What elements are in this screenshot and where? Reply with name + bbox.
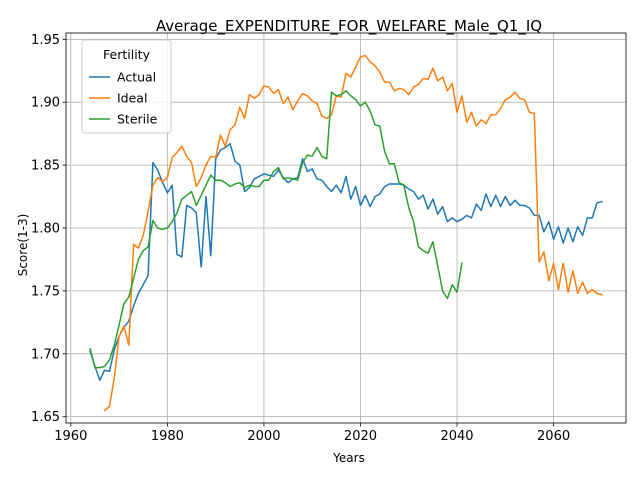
x-tick-label: 2060: [537, 429, 570, 444]
y-tick-label: 1.65: [31, 410, 60, 425]
y-tick-label: 1.85: [31, 159, 60, 174]
legend-title: Fertility: [103, 47, 151, 62]
x-axis-ticks: 1960 1980 2000 2020 2040 2060: [54, 423, 570, 444]
y-axis-label: Score(1-3): [16, 214, 30, 277]
legend-label-sterile: Sterile: [117, 112, 158, 127]
x-tick-label: 2000: [247, 429, 280, 444]
y-tick-label: 1.75: [31, 284, 60, 299]
y-tick-label: 1.70: [31, 347, 60, 362]
x-tick-label: 2040: [440, 429, 473, 444]
legend-label-actual: Actual: [117, 70, 156, 85]
y-tick-label: 1.80: [31, 222, 60, 237]
legend-entries: Actual Ideal Sterile: [89, 70, 158, 127]
x-axis-label: Years: [332, 451, 365, 465]
series-lines: [89, 54, 603, 412]
legend-label-ideal: Ideal: [117, 91, 147, 106]
x-tick-label: 1960: [54, 429, 87, 444]
series-line-sterile: [89, 90, 463, 369]
y-tick-label: 1.95: [31, 33, 60, 48]
series-line-actual: [89, 142, 603, 381]
series-line-ideal: [103, 54, 603, 412]
y-axis-ticks: 1.65 1.70 1.75 1.80 1.85 1.90 1.95: [31, 33, 66, 425]
x-tick-label: 2020: [344, 429, 377, 444]
legend-box: [81, 39, 172, 134]
chart-title: Average_EXPENDITURE_FOR_WELFARE_Male_Q1_…: [156, 17, 542, 36]
legend: Fertility Actual Ideal Sterile: [81, 39, 172, 134]
y-tick-label: 1.90: [31, 96, 60, 111]
x-tick-label: 1980: [151, 429, 184, 444]
